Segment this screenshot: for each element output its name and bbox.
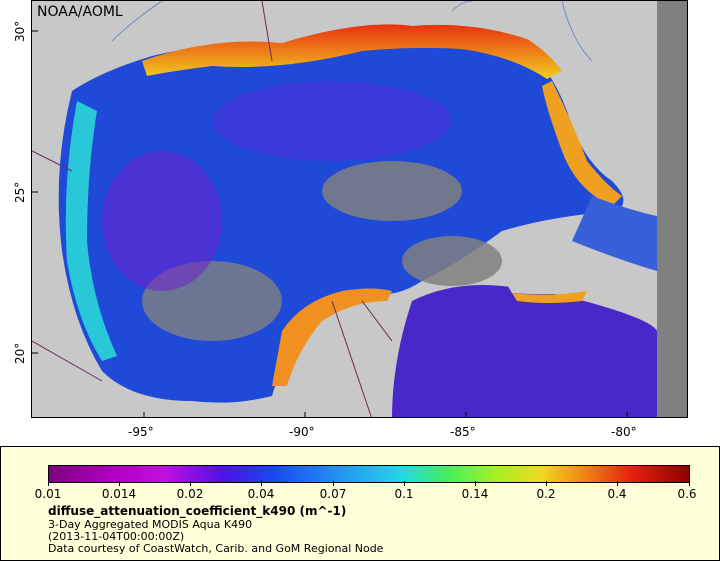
map-panel[interactable]	[31, 0, 688, 418]
colorbar-label: 0.2	[536, 487, 556, 501]
lon-tick-minus80: -80°	[611, 425, 637, 439]
colorbar-tick	[333, 481, 334, 486]
florida-coastal-band	[542, 81, 622, 206]
western-coastal-band	[65, 101, 117, 361]
low-value-area-west	[102, 151, 222, 291]
lat-tick-20: 20°	[13, 342, 27, 364]
nodata-patch-east	[402, 236, 502, 286]
colorbar-label: 0.1	[394, 487, 414, 501]
colorbar-tick	[475, 481, 476, 486]
colorbar-label: 0.04	[247, 487, 275, 501]
map-credit: NOAA/AOML	[37, 4, 123, 20]
colorbar-label: 0.6	[677, 487, 697, 501]
caribbean-water-east	[572, 196, 657, 271]
data-courtesy: Data courtesy of CoastWatch, Carib. and …	[48, 542, 384, 555]
colorbar-label: 0.014	[101, 487, 137, 501]
nodata-strip-east	[657, 1, 687, 417]
cuba-coastal-band	[512, 291, 587, 303]
colorbar-tick	[190, 481, 191, 486]
colorbar-label: 0.02	[176, 487, 204, 501]
border-lines	[32, 1, 393, 417]
dataset-time: (2013-11-04T00:00:00Z)	[48, 530, 185, 543]
caribbean-water	[392, 285, 657, 417]
colorbar-tick	[689, 481, 690, 486]
dataset-description: 3-Day Aggregated MODIS Aqua K490	[48, 518, 253, 531]
nodata-patch-central	[322, 161, 462, 221]
colorbar-label: 0.07	[319, 487, 347, 501]
yucatan-coastal-band	[272, 288, 392, 386]
river-lines	[111, 1, 593, 62]
low-value-area-north	[212, 81, 452, 161]
lat-tick-30: 30°	[13, 20, 27, 42]
lon-tick-minus90: -90°	[289, 425, 315, 439]
legend-panel: 0.01 0.014 0.02 0.04 0.07 0.1 0.14 0.2 0…	[0, 446, 720, 561]
lon-tick-minus95: -95°	[128, 425, 154, 439]
colorbar-label: 0.4	[607, 487, 627, 501]
colorbar-tick	[119, 481, 120, 486]
colorbar	[48, 465, 690, 483]
colorbar-label: 0.01	[34, 487, 62, 501]
lon-tick-minus85: -85°	[450, 425, 476, 439]
k490-map	[32, 1, 687, 417]
northern-coastal-band	[142, 24, 562, 79]
lat-tick-25: 25°	[13, 181, 27, 203]
variable-title: diffuse_attenuation_coefficient_k490 (m^…	[48, 504, 347, 518]
colorbar-tick	[261, 481, 262, 486]
colorbar-tick	[617, 481, 618, 486]
colorbar-tick	[48, 481, 49, 486]
colorbar-label: 0.14	[461, 487, 489, 501]
colorbar-tick	[404, 481, 405, 486]
axis-ticks	[32, 30, 628, 417]
cuba-landmass	[502, 262, 657, 295]
colorbar-tick	[546, 481, 547, 486]
